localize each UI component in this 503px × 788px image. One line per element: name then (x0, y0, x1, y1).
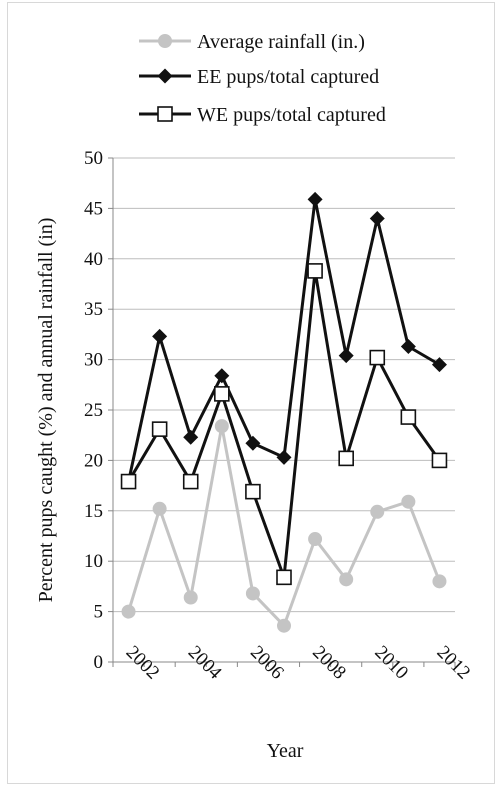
data-point (121, 604, 136, 619)
data-point (338, 450, 354, 467)
data-point (214, 419, 229, 434)
y-tick-label: 45 (84, 198, 103, 219)
x-tick-label: 2006 (246, 642, 288, 684)
x-tick-label: 2010 (370, 642, 412, 684)
data-point (245, 586, 260, 601)
data-point (214, 386, 230, 402)
x-tick-label: 2004 (184, 642, 226, 684)
data-point (369, 349, 386, 366)
legend-marker (158, 34, 172, 48)
data-point (214, 368, 230, 384)
y-tick-label: 25 (84, 400, 103, 421)
y-tick-label: 0 (94, 652, 104, 673)
data-point (401, 494, 416, 509)
data-point (120, 473, 137, 490)
data-point (307, 263, 323, 279)
data-point (276, 569, 292, 586)
data-point (370, 504, 385, 519)
data-point (277, 618, 291, 633)
legend-label: EE pups/total captured (197, 66, 379, 88)
legend-marker (157, 68, 173, 84)
legend-label: Average rainfall (in.) (197, 31, 365, 53)
data-point (245, 435, 261, 451)
data-point (431, 357, 447, 373)
y-tick-label: 40 (84, 249, 103, 270)
gridlines (113, 157, 455, 613)
y-tick-label: 20 (84, 450, 103, 471)
data-point (307, 191, 323, 207)
legend-marker (157, 106, 173, 122)
data-point (151, 421, 168, 437)
data-point (308, 532, 323, 547)
x-tick-label: 2008 (308, 642, 350, 684)
y-tick-labels: 0 5 10 15 20 25 30 35 40 45 50 (84, 148, 103, 673)
legend-label: WE pups/total captured (197, 104, 386, 126)
y-tick-label: 50 (84, 148, 103, 169)
series-markers (120, 191, 448, 633)
x-tick-label: 2002 (122, 642, 164, 684)
y-axis-title: Percent pups caught (%) and annual rainf… (35, 218, 57, 603)
series-lines (127, 197, 441, 628)
y-tick-label: 35 (84, 299, 103, 320)
x-tick-label: 2012 (433, 642, 475, 684)
legend: Average rainfall (in.) EE pups/total capt… (139, 31, 386, 126)
y-tick-label: 5 (94, 602, 104, 623)
data-point (338, 348, 354, 364)
data-point (245, 483, 261, 500)
data-point (432, 574, 447, 589)
data-point (152, 328, 168, 344)
data-point (431, 452, 448, 469)
y-tick-label: 30 (84, 350, 103, 371)
data-point (369, 210, 385, 226)
y-tick-label: 10 (84, 551, 103, 572)
data-point (400, 409, 417, 425)
series-line (127, 269, 441, 579)
axes (108, 157, 456, 667)
y-tick-label: 15 (84, 501, 103, 522)
x-tick-labels: 2002 2004 2006 2008 2010 2012 (122, 642, 475, 684)
series-line (127, 197, 441, 482)
chart-frame (7, 2, 495, 784)
data-point (183, 429, 199, 445)
data-point (152, 501, 167, 516)
data-point (276, 449, 292, 465)
data-point (183, 590, 198, 605)
x-axis-title: Year (267, 740, 304, 762)
data-point (182, 473, 199, 490)
data-point (400, 338, 416, 354)
data-point (339, 572, 354, 587)
